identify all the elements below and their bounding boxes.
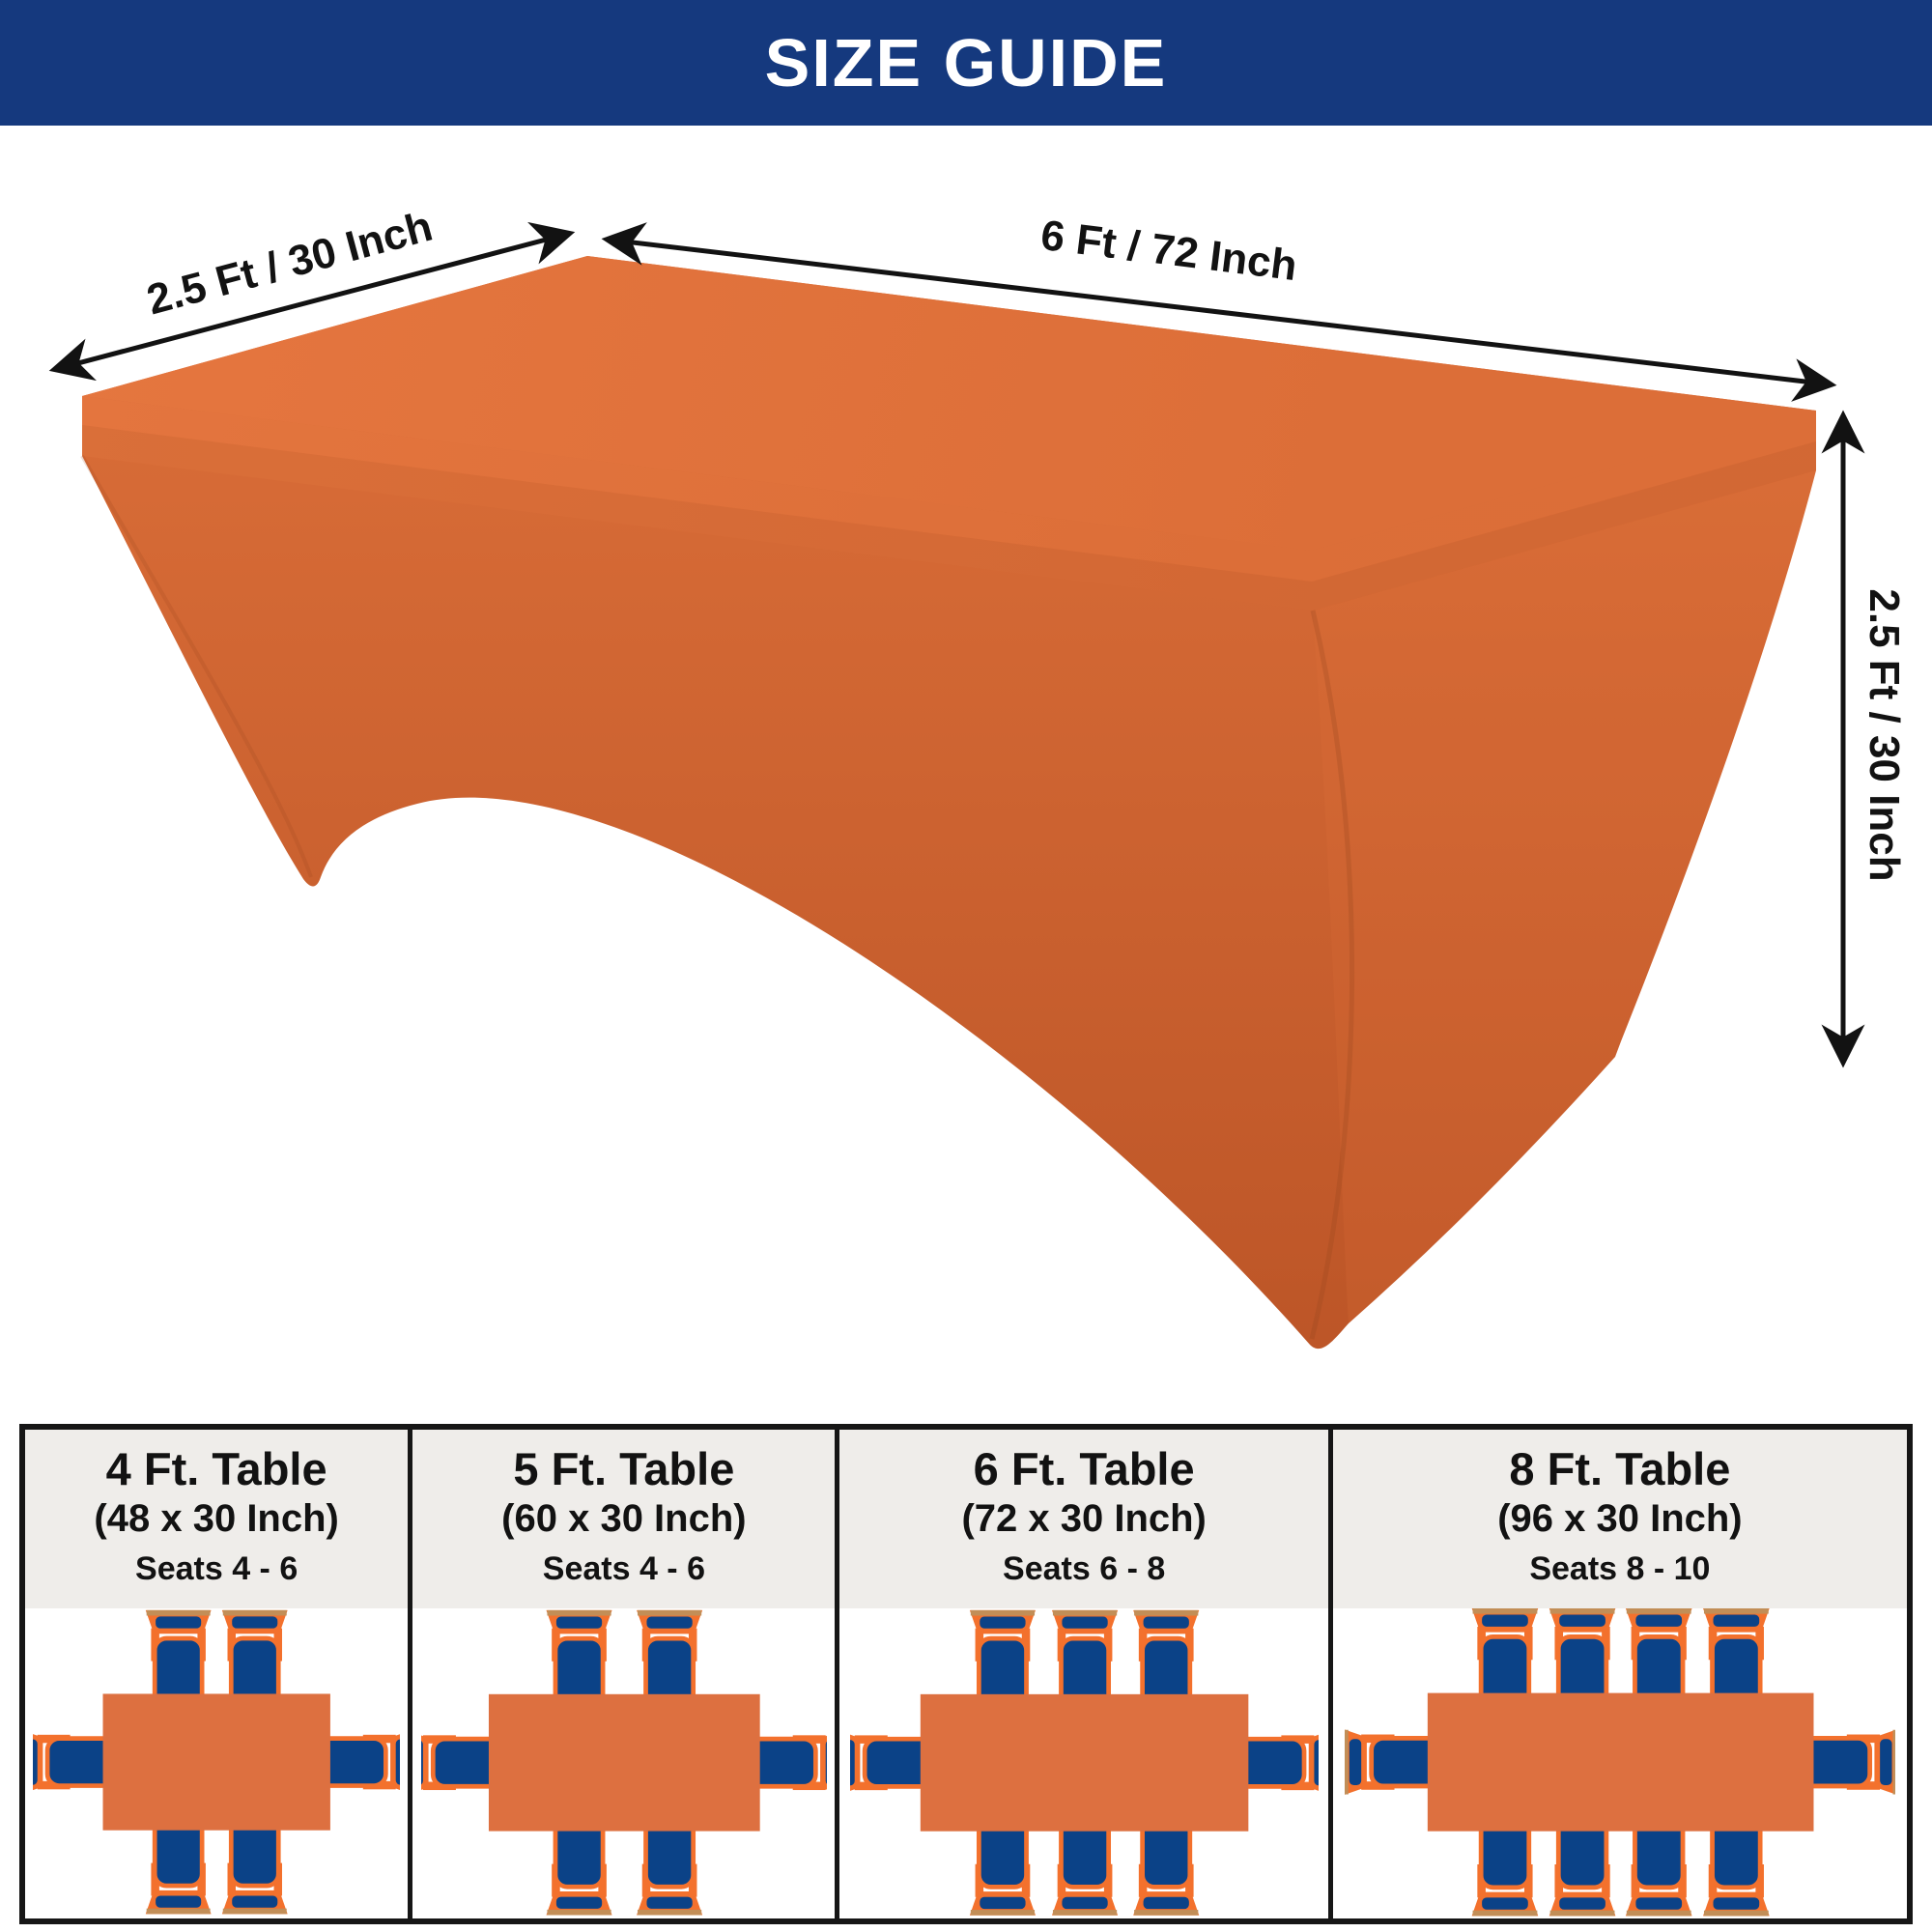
cover-side-sheen: [1313, 470, 1816, 1323]
chair-icon: [145, 1610, 212, 1712]
chair-icon: [1051, 1813, 1118, 1916]
depth-arrow: [48, 221, 576, 382]
front-corner-seam: [1309, 610, 1355, 1340]
table-top-view: [839, 1608, 1327, 1918]
table-top-view: [412, 1608, 835, 1918]
table-size-inches: (72 x 30 Inch): [961, 1497, 1207, 1541]
table-seats: Seats 6 - 8: [1003, 1550, 1166, 1588]
left-corner-seam: [80, 454, 313, 878]
length-arrow: [601, 222, 1837, 402]
table-top: [920, 1693, 1248, 1832]
chair-icon: [969, 1813, 1036, 1916]
chair-icon: [1548, 1814, 1616, 1917]
table-seating-diagram: [421, 1609, 827, 1916]
table-size-title: 5 Ft. Table: [513, 1443, 735, 1494]
table-top-view: [25, 1608, 408, 1918]
page-title: SIZE GUIDE: [764, 25, 1168, 100]
table-top: [488, 1693, 760, 1832]
chair-icon: [1548, 1608, 1616, 1711]
chair-icon: [1471, 1814, 1539, 1917]
table-cover-illustration: 2.5 Ft / 30 Inch 6 Ft / 72 Inch 2.5 Ft /…: [0, 126, 1932, 1424]
size-column-6ft: 6 Ft. Table (72 x 30 Inch) Seats 6 - 8: [839, 1430, 1333, 1918]
size-column-5ft: 5 Ft. Table (60 x 30 Inch) Seats 4 - 6: [412, 1430, 840, 1918]
chair-icon: [546, 1813, 612, 1916]
chair-icon: [145, 1813, 212, 1915]
chair-icon: [1132, 1609, 1199, 1712]
table-seating-diagram: [849, 1609, 1319, 1916]
chair-icon: [1625, 1608, 1692, 1711]
chair-icon: [1231, 1729, 1319, 1796]
chair-icon: [637, 1609, 703, 1712]
table-seats: Seats 8 - 10: [1529, 1550, 1711, 1588]
table-size-title: 6 Ft. Table: [973, 1443, 1195, 1494]
chair-icon: [546, 1609, 612, 1712]
cover-rim: [82, 396, 1816, 611]
chair-icon: [1051, 1609, 1118, 1712]
table-top: [1427, 1692, 1814, 1833]
table-size-inches: (48 x 30 Inch): [94, 1497, 339, 1541]
chair-icon: [1702, 1814, 1770, 1917]
chair-icon: [743, 1729, 827, 1796]
column-header: 5 Ft. Table (60 x 30 Inch) Seats 4 - 6: [412, 1430, 836, 1608]
column-header: 6 Ft. Table (72 x 30 Inch) Seats 6 - 8: [839, 1430, 1328, 1608]
table-size-inches: (96 x 30 Inch): [1497, 1497, 1743, 1541]
chair-icon: [1344, 1729, 1445, 1796]
column-header: 8 Ft. Table (96 x 30 Inch) Seats 8 - 10: [1332, 1430, 1907, 1608]
height-dimension-label: 2.5 Ft / 30 Inch: [1861, 588, 1908, 882]
table-seats: Seats 4 - 6: [135, 1550, 298, 1588]
column-header: 4 Ft. Table (48 x 30 Inch) Seats 4 - 6: [25, 1430, 409, 1608]
size-comparison-table: 4 Ft. Table (48 x 30 Inch) Seats 4 - 6 5…: [19, 1424, 1913, 1924]
table-seats: Seats 4 - 6: [542, 1550, 705, 1588]
chair-icon: [1625, 1814, 1692, 1917]
table-size-title: 4 Ft. Table: [105, 1443, 327, 1494]
table-cover-drawing: [48, 221, 1865, 1350]
chair-icon: [221, 1610, 288, 1712]
table-top: [102, 1693, 330, 1832]
table-size-title: 8 Ft. Table: [1509, 1443, 1731, 1494]
table-seating-diagram: [32, 1610, 401, 1915]
chair-icon: [1471, 1608, 1539, 1711]
table-seating-diagram: [1344, 1608, 1896, 1917]
chair-icon: [221, 1813, 288, 1915]
chair-icon: [1132, 1813, 1199, 1916]
banner: SIZE GUIDE: [0, 0, 1932, 126]
chair-icon: [637, 1813, 703, 1916]
chair-icon: [969, 1609, 1036, 1712]
table-size-inches: (60 x 30 Inch): [501, 1497, 747, 1541]
chair-icon: [1702, 1608, 1770, 1711]
size-column-8ft: 8 Ft. Table (96 x 30 Inch) Seats 8 - 10: [1332, 1430, 1907, 1918]
cover-rim-shadow: [82, 425, 1816, 611]
size-column-4ft: 4 Ft. Table (48 x 30 Inch) Seats 4 - 6: [25, 1430, 413, 1918]
table-top-view: [1333, 1608, 1907, 1918]
